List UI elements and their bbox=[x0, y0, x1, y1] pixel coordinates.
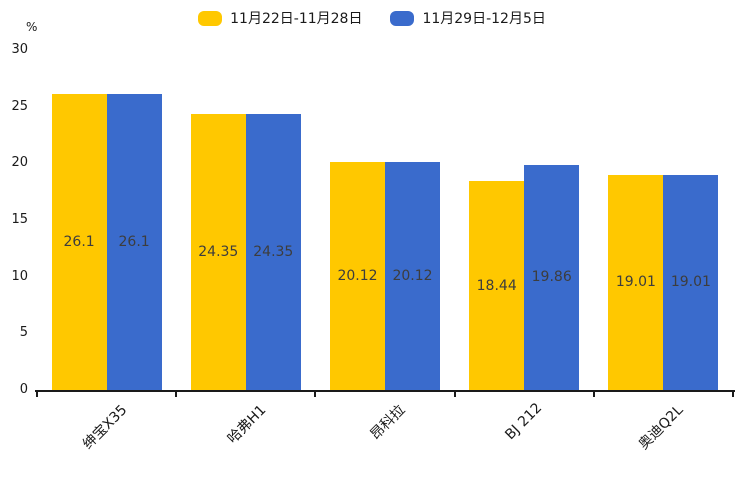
bar-value-label: 20.12 bbox=[392, 267, 433, 284]
x-tick-label-绅宝X35: 绅宝X35 bbox=[79, 402, 131, 453]
x-tick-label-哈弗H1: 哈弗H1 bbox=[224, 402, 270, 447]
y-tick-label: 25 bbox=[11, 98, 28, 114]
bar-value-label: 19.01 bbox=[670, 274, 711, 291]
legend-item-series-2[interactable]: 11月29日-12月5日 bbox=[390, 8, 546, 28]
legend: 11月22日-11月28日 11月29日-12月5日 bbox=[0, 8, 744, 28]
bar-value-label: 24.35 bbox=[198, 244, 239, 261]
legend-label: 11月29日-12月5日 bbox=[422, 11, 546, 27]
x-axis-line bbox=[35, 390, 735, 392]
bar-series-2-哈弗H1 bbox=[245, 114, 301, 390]
bar-value-label: 19.01 bbox=[615, 274, 656, 291]
bar-series-2-BJ 212 bbox=[524, 164, 580, 390]
bar-series-1-绅宝X35 bbox=[51, 94, 107, 390]
x-tick-label-奥迪Q2L: 奥迪Q2L bbox=[636, 402, 687, 453]
y-tick-label: 20 bbox=[11, 155, 28, 171]
x-axis-tick-mark bbox=[36, 392, 38, 397]
y-tick-label: 0 bbox=[19, 382, 28, 397]
y-tick-label: 30 bbox=[11, 42, 28, 57]
bar-value-label: 19.86 bbox=[531, 269, 572, 286]
legend-swatch-icon bbox=[198, 10, 223, 26]
bar-series-1-BJ 212 bbox=[469, 181, 525, 390]
bar-series-2-奥迪Q2L bbox=[663, 174, 719, 390]
bar-series-2-绅宝X35 bbox=[106, 94, 162, 390]
y-tick-label: 10 bbox=[11, 268, 28, 284]
bar-series-1-哈弗H1 bbox=[190, 114, 246, 390]
x-axis-tick-mark bbox=[175, 392, 178, 397]
bar-value-label: 20.12 bbox=[337, 267, 378, 284]
bar-value-label: 24.35 bbox=[253, 244, 294, 261]
legend-label: 11月22日-11月28日 bbox=[230, 11, 363, 27]
y-axis-unit-label: % bbox=[26, 20, 38, 34]
x-axis-tick-mark bbox=[592, 392, 595, 397]
bar-value-label: 26.1 bbox=[63, 234, 95, 251]
x-tick-label-BJ 212: BJ 212 bbox=[502, 400, 546, 444]
bar-value-label: 18.44 bbox=[476, 277, 517, 294]
legend-item-series-1[interactable]: 11月22日-11月28日 bbox=[198, 8, 362, 28]
x-axis-tick-mark bbox=[453, 392, 456, 397]
bar-series-1-奥迪Q2L bbox=[608, 174, 664, 390]
y-tick-label: 15 bbox=[11, 212, 28, 227]
bar-value-label: 26.1 bbox=[118, 234, 150, 251]
x-tick-label-昂科拉: 昂科拉 bbox=[367, 402, 409, 444]
y-tick-label: 5 bbox=[19, 325, 28, 341]
legend-swatch-icon bbox=[390, 10, 415, 26]
bar-series-2-昂科拉 bbox=[385, 161, 440, 390]
bar-series-1-昂科拉 bbox=[330, 161, 385, 390]
x-axis-tick-mark bbox=[732, 392, 734, 397]
x-axis-tick-mark bbox=[314, 392, 317, 397]
